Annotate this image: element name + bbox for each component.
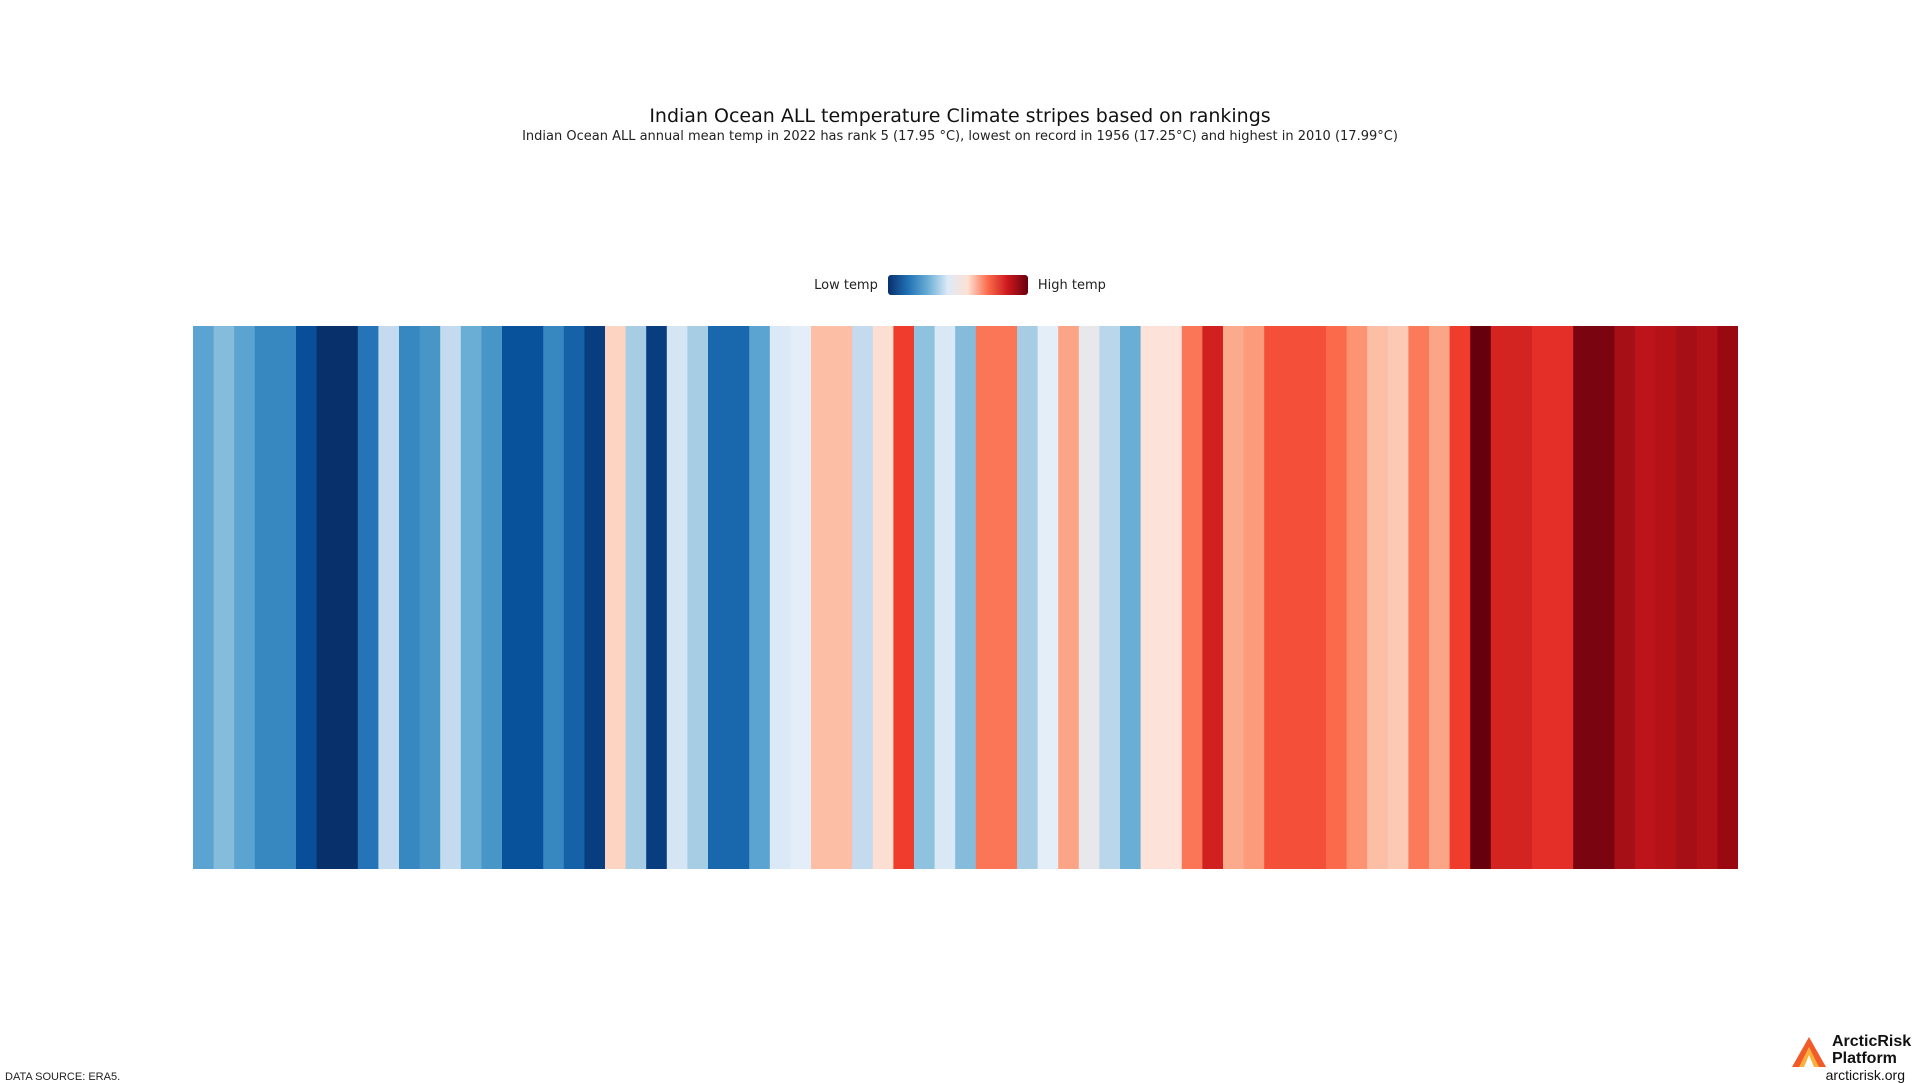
stripe [1490,326,1512,869]
chart-title: Indian Ocean ALL temperature Climate str… [649,105,1271,127]
stripe [1367,326,1389,869]
stripe [1387,326,1409,869]
stripe [543,326,565,869]
stripe [1243,326,1265,869]
stripe [1635,326,1657,869]
stripe [1202,326,1224,869]
stripe [357,326,379,869]
stripe [811,326,833,869]
stripe [790,326,812,869]
stripe [378,326,400,869]
legend-color-bar [887,275,1028,295]
stripe [1511,326,1533,869]
stripe [749,326,771,869]
stripe [1470,326,1492,869]
arcticrisk-logo-icon [1792,1037,1826,1067]
stripe [1017,326,1039,869]
stripe [1614,326,1636,869]
stripe [1696,326,1718,869]
stripe [1223,326,1245,869]
stripe [893,326,915,869]
stripe [316,326,338,869]
stripe [831,326,853,869]
stripe [646,326,668,869]
stripe [563,326,585,869]
stripe [1676,326,1698,869]
stripe [1326,326,1348,869]
stripe [975,326,997,869]
stripe [1099,326,1121,869]
stripe [1408,326,1430,869]
stripe [728,326,750,869]
stripe [481,326,503,869]
stripe [1140,326,1162,869]
stripe [1429,326,1451,869]
stripe [1078,326,1100,869]
stripe [1573,326,1595,869]
data-source-note: DATA SOURCE: ERA5. [5,1071,121,1083]
stripe [193,326,215,869]
stripe [769,326,791,869]
stripe [522,326,544,869]
stripe [687,326,709,869]
stripe [234,326,256,869]
logo-name: ArcticRisk Platform [1832,1033,1912,1067]
stripe [666,326,688,869]
stripe [1552,326,1574,869]
stripe [1346,326,1368,869]
stripe [1655,326,1677,869]
stripe [852,326,874,869]
stripe [1593,326,1615,869]
stripe [1449,326,1471,869]
stripe [337,326,359,869]
stripe [1305,326,1327,869]
stripe [1161,326,1183,869]
stripe [708,326,730,869]
stripe [1037,326,1059,869]
logo-url: arcticrisk.org [1825,1067,1905,1083]
stripe [254,326,276,869]
climate-stripes [193,326,1738,869]
arcticrisk-logo: ArcticRisk Platform [1790,1033,1915,1078]
legend-high-label: High temp [1037,277,1106,293]
legend: Low temp High temp [0,275,1920,295]
stripe [296,326,318,869]
stripe [399,326,421,869]
stripe [955,326,977,869]
stripe [1181,326,1203,869]
stripe [584,326,606,869]
stripe [1532,326,1554,869]
stripe [625,326,647,869]
stripe [1717,326,1738,869]
stripe [934,326,956,869]
legend-low-label: Low temp [814,277,878,293]
stripe [460,326,482,869]
stripe [996,326,1018,869]
stripe [1264,326,1286,869]
stripe [213,326,235,869]
stripe [914,326,936,869]
stripe [440,326,462,869]
stripe [419,326,441,869]
stripe [502,326,524,869]
chart-subtitle: Indian Ocean ALL annual mean temp in 202… [522,129,1398,144]
stripe [605,326,627,869]
stripe [1058,326,1080,869]
stripe [275,326,297,869]
stripe [1284,326,1306,869]
stripe [1120,326,1142,869]
stripe [872,326,894,869]
